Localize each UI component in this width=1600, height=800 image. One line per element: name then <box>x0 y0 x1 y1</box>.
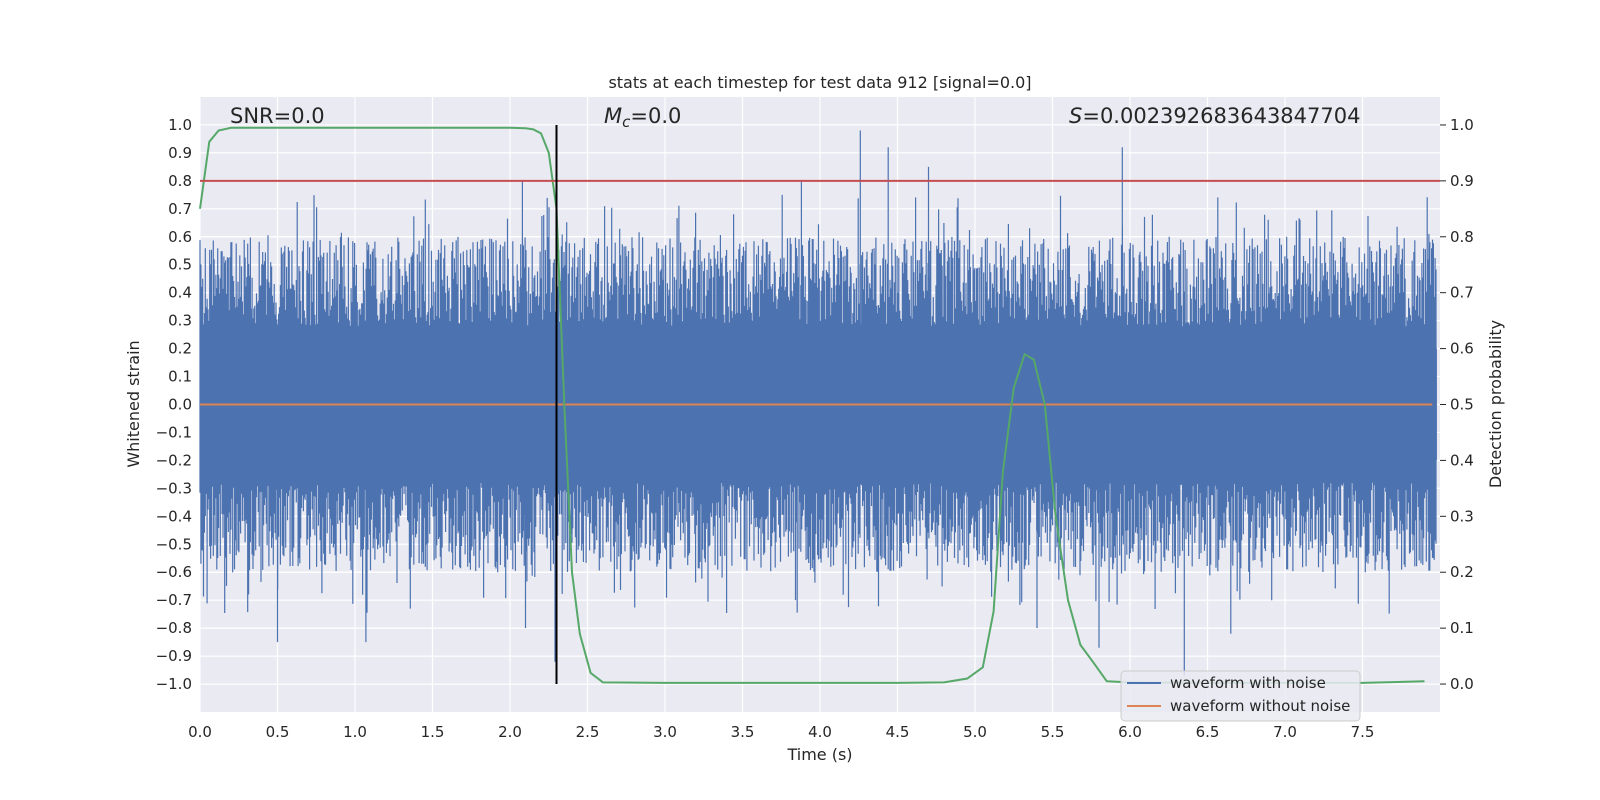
x-tick-label: 2.0 <box>498 723 522 741</box>
y-tick-label: 0.9 <box>168 144 192 162</box>
x-tick-label: 4.5 <box>886 723 910 741</box>
x-tick-label: 3.0 <box>653 723 677 741</box>
snr-annotation: SNR=0.0 <box>230 104 325 128</box>
y2-tick-label: 0.0 <box>1450 675 1474 693</box>
x-axis-label: Time (s) <box>786 745 852 764</box>
y2-tick-label: 0.5 <box>1450 396 1474 414</box>
y-tick-label: 0.6 <box>168 228 192 246</box>
legend-label-noise: waveform with noise <box>1170 674 1326 692</box>
y-tick-label: −0.9 <box>156 647 192 665</box>
y-ticks-left: 1.0 0.9 0.8 0.7 0.6 0.5 0.4 0.3 0.2 0.1 0.0 −0.1 −0.… <box>156 116 192 693</box>
y-tick-label: −0.7 <box>156 591 192 609</box>
y-tick-label: −0.4 <box>156 507 192 525</box>
y2-tick-label: 0.9 <box>1450 172 1474 190</box>
legend: waveform with noise waveform without noi… <box>1120 670 1361 722</box>
y-tick-label: 0.0 <box>168 396 192 414</box>
x-tick-label: 1.0 <box>343 723 367 741</box>
y2-tick-label: 0.1 <box>1450 619 1474 637</box>
y2-tick-label: 0.4 <box>1450 451 1474 469</box>
mc-subscript: c <box>622 113 631 131</box>
x-tick-label: 6.5 <box>1196 723 1220 741</box>
y-tick-label: 0.1 <box>168 368 192 386</box>
y-ticks-right: 1.0 0.9 0.8 0.7 0.6 0.5 0.4 0.3 0.2 0.1 0.0 <box>1440 116 1474 693</box>
x-tick-label: 5.0 <box>963 723 987 741</box>
x-tick-label: 0.5 <box>266 723 290 741</box>
x-tick-label: 3.5 <box>731 723 755 741</box>
y-tick-label: 0.2 <box>168 340 192 358</box>
y2-tick-label: 0.7 <box>1450 284 1474 302</box>
y-tick-label: −0.1 <box>156 423 192 441</box>
s-value: =0.002392683643847704 <box>1082 104 1360 128</box>
y-tick-label: 0.3 <box>168 312 192 330</box>
y2-tick-label: 0.8 <box>1450 228 1474 246</box>
y-tick-label: 0.8 <box>168 172 192 190</box>
y2-tick-label: 0.3 <box>1450 507 1474 525</box>
mc-symbol: M <box>604 104 622 128</box>
x-tick-label: 4.0 <box>808 723 832 741</box>
x-tick-label: 6.0 <box>1118 723 1142 741</box>
s-annotation: S=0.002392683643847704 <box>1069 104 1360 128</box>
x-tick-label: 2.5 <box>576 723 600 741</box>
y-tick-label: −0.2 <box>156 451 192 469</box>
x-tick-label: 0.0 <box>188 723 212 741</box>
y-tick-label: −0.3 <box>156 479 192 497</box>
x-tick-label: 7.0 <box>1273 723 1297 741</box>
detection-probability-line <box>199 126 1425 684</box>
legend-box <box>1120 670 1361 722</box>
y-tick-label: −0.8 <box>156 619 192 637</box>
mc-annotation: Mc=0.0 <box>604 104 681 131</box>
noise-waveform <box>199 130 1437 676</box>
y-tick-label: −0.5 <box>156 535 192 553</box>
y-tick-label: 0.4 <box>168 284 192 302</box>
chart-title: stats at each timestep for test data 912… <box>608 73 1031 92</box>
legend-label-clean: waveform without noise <box>1170 697 1350 715</box>
s-symbol: S <box>1069 104 1082 128</box>
y-axis-label: Whitened strain <box>124 340 143 467</box>
y-tick-label: 0.5 <box>168 256 192 274</box>
x-tick-label: 5.5 <box>1041 723 1065 741</box>
overlay-lines <box>200 124 1440 685</box>
y-tick-label: 1.0 <box>168 116 192 134</box>
y2-tick-label: 1.0 <box>1450 116 1474 134</box>
x-ticks: 0.0 0.5 1.0 1.5 2.0 2.5 3.0 3.5 4.0 4.5 5.0 5.5 6.0 6… <box>188 723 1374 741</box>
x-tick-label: 7.5 <box>1351 723 1375 741</box>
probability-series <box>199 126 1425 684</box>
y2-tick-label: 0.6 <box>1450 340 1474 358</box>
y-tick-label: 0.7 <box>168 200 192 218</box>
y2-tick-label: 0.2 <box>1450 563 1474 581</box>
y-tick-label: −1.0 <box>156 675 192 693</box>
mc-value: =0.0 <box>630 104 681 128</box>
y2-axis-label: Detection probability <box>1486 320 1505 488</box>
y-tick-label: −0.6 <box>156 563 192 581</box>
x-tick-label: 1.5 <box>421 723 445 741</box>
